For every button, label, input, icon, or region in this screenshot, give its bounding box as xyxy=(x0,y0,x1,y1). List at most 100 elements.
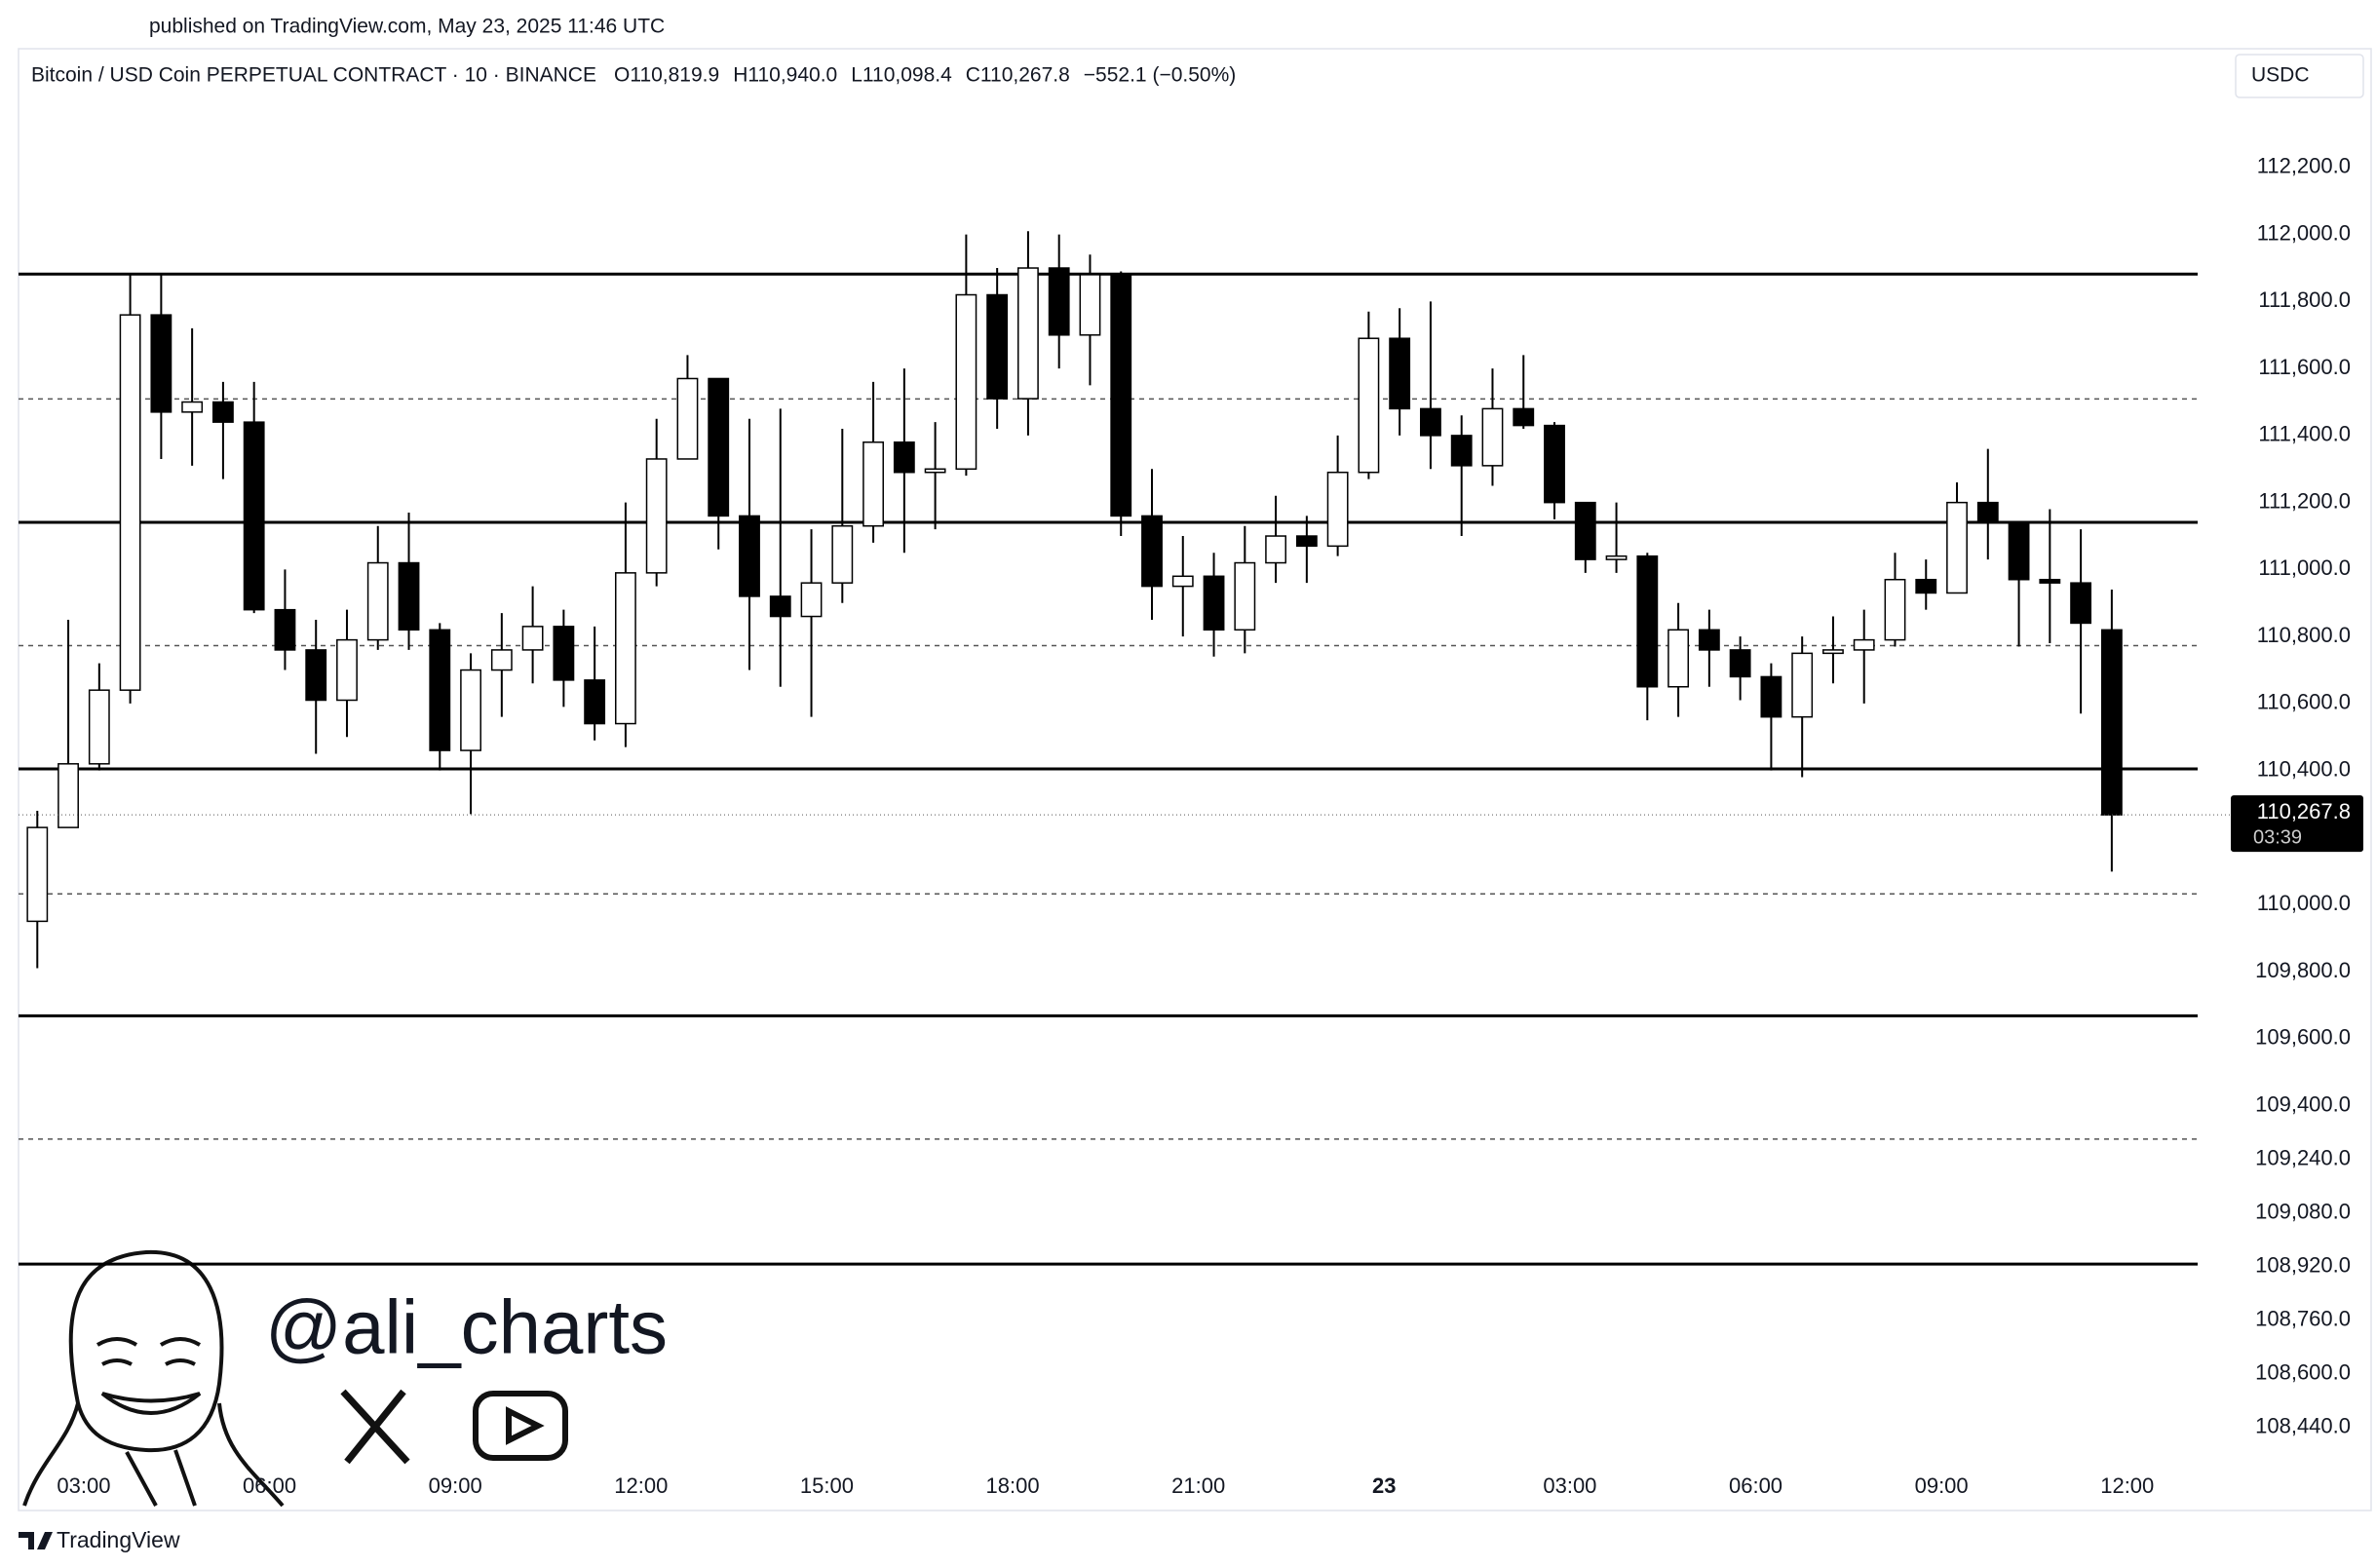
y-tick-label: 109,600.0 xyxy=(2255,1025,2351,1050)
candle-body xyxy=(1915,578,1937,594)
candle-body xyxy=(1326,471,1349,548)
candle-body xyxy=(1791,652,1814,718)
candle-body xyxy=(1048,267,1070,336)
candle-body xyxy=(2039,578,2061,584)
candle-body xyxy=(181,401,204,413)
y-tick-label: 108,920.0 xyxy=(2255,1252,2351,1277)
candle-body xyxy=(1822,649,1844,655)
candle-body xyxy=(614,572,636,725)
candle-body xyxy=(1667,629,1690,688)
candle-body xyxy=(645,458,668,574)
x-tick-label: 06:00 xyxy=(243,1473,296,1498)
candle-body xyxy=(1017,267,1039,400)
y-tick-label: 111,200.0 xyxy=(2258,488,2351,513)
candle-body xyxy=(398,561,420,631)
candle-body xyxy=(429,629,451,751)
symbol: Bitcoin / USD Coin PERPETUAL CONTRACT · … xyxy=(31,64,596,87)
candle-body xyxy=(1234,561,1256,631)
candle-body xyxy=(88,689,110,765)
levels xyxy=(19,272,2198,1266)
last-price-box xyxy=(2231,795,2363,853)
candle-body xyxy=(1574,501,1596,560)
candle-body xyxy=(986,293,1009,400)
currency[interactable]: USDC xyxy=(2251,64,2310,87)
x-icon[interactable] xyxy=(340,1389,410,1465)
x-tick-label: 09:00 xyxy=(1915,1473,1969,1498)
candle-body xyxy=(1976,501,1999,524)
candle-body xyxy=(1389,337,1411,410)
y-tick-label: 108,600.0 xyxy=(2255,1359,2351,1384)
x-tick-label: 18:00 xyxy=(986,1473,1040,1498)
y-tick-label: 108,760.0 xyxy=(2255,1306,2351,1330)
y-tick-label: 110,400.0 xyxy=(2257,756,2351,781)
candle-body xyxy=(2008,521,2030,581)
candle-body xyxy=(831,524,854,584)
candle-body xyxy=(1481,407,1504,467)
candle-body xyxy=(553,626,575,681)
youtube-icon[interactable] xyxy=(473,1391,568,1461)
candle-body xyxy=(336,638,358,702)
avatar xyxy=(22,1249,285,1508)
candle-body xyxy=(1884,578,1906,641)
brand-name: TradingView xyxy=(57,1527,180,1552)
branding: @ali_charts TradingView xyxy=(19,1249,668,1552)
candle-body xyxy=(1636,555,1659,688)
candle-body xyxy=(1544,424,1565,504)
y-tick-label: 111,400.0 xyxy=(2258,422,2351,446)
candle-body xyxy=(739,515,760,597)
candle-body xyxy=(676,377,699,460)
published-note: published on TradingView.com, May 23, 20… xyxy=(149,16,665,38)
y-tick-label: 109,240.0 xyxy=(2255,1145,2351,1169)
ohlc-label: L110,098.4 xyxy=(851,64,952,87)
candle-body xyxy=(366,561,389,641)
candle-body xyxy=(1698,629,1720,651)
candle-body xyxy=(1853,638,1875,651)
y-tick-label: 111,800.0 xyxy=(2258,287,2351,312)
y-tick-label: 110,800.0 xyxy=(2257,623,2351,647)
candle-body xyxy=(521,626,544,651)
last-price-label: 110,267.8 xyxy=(2257,799,2351,823)
y-tick-label: 109,080.0 xyxy=(2255,1199,2351,1223)
candle-body xyxy=(119,314,141,691)
candle-body xyxy=(893,441,915,474)
x-tick-label: 06:00 xyxy=(1729,1473,1782,1498)
candle-body xyxy=(1605,555,1628,560)
candle-body xyxy=(1079,274,1101,336)
candle-body xyxy=(955,293,977,471)
candle-body xyxy=(1265,535,1287,564)
candle-body xyxy=(1420,407,1441,437)
x-tick-label: 12:00 xyxy=(614,1473,668,1498)
candle-body xyxy=(26,826,49,923)
y-tick-label: 109,800.0 xyxy=(2255,958,2351,982)
candle-body xyxy=(862,441,884,527)
candle-body xyxy=(490,649,513,671)
y-tick-label: 110,600.0 xyxy=(2257,690,2351,714)
y-tick-label: 111,000.0 xyxy=(2258,555,2351,580)
candle-body xyxy=(2100,629,2123,816)
x-tick-label: 23 xyxy=(1372,1473,1396,1498)
ohlc-label: −552.1 (−0.50%) xyxy=(1084,64,1236,87)
currency-box[interactable] xyxy=(2235,54,2364,98)
ohlc-label: C110,267.8 xyxy=(966,64,1070,87)
chart-frame xyxy=(18,48,2372,1511)
y-tick-label: 112,000.0 xyxy=(2257,220,2351,245)
candles xyxy=(26,231,2123,969)
header: Bitcoin / USD Coin PERPETUAL CONTRACT · … xyxy=(31,64,1236,87)
x-tick-label: 15:00 xyxy=(800,1473,854,1498)
y-tick-label: 110,000.0 xyxy=(2257,891,2351,915)
x-tick-label: 12:00 xyxy=(2100,1473,2154,1498)
y-tick-label: 111,600.0 xyxy=(2258,355,2351,379)
candle-body xyxy=(708,377,730,517)
candle-body xyxy=(1450,435,1473,467)
candle-body xyxy=(1358,337,1380,474)
candle-body xyxy=(243,421,265,611)
candle-body xyxy=(800,582,823,618)
logo-mark xyxy=(19,1532,53,1549)
x-tick-label: 09:00 xyxy=(429,1473,482,1498)
candle-body xyxy=(1946,501,1968,594)
countdown: 03:39 xyxy=(2253,826,2302,848)
tradingview-logo[interactable]: TradingView xyxy=(19,1527,180,1552)
candle-body xyxy=(1513,407,1535,427)
candle-body xyxy=(274,608,296,651)
